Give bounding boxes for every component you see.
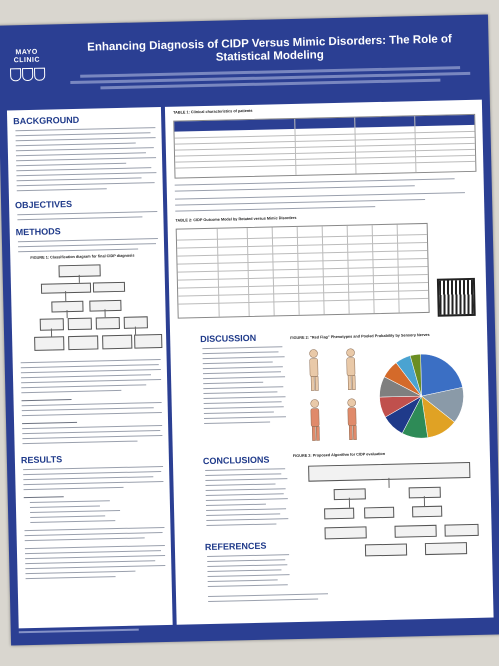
methods-heading: METHODS [15,226,61,238]
figure2-caption: FIGURE 2: "Red Flag" Phenotypes and Pool… [290,332,430,341]
right-column: TABLE 1: Clinical characteristics of pat… [164,99,494,625]
poster-title: Enhancing Diagnosis of CIDP Versus Mimic… [87,33,452,64]
discussion-heading: DISCUSSION [200,332,257,345]
table2 [175,222,430,319]
algorithm-box [324,507,355,520]
left-column: BACKGROUND OBJECTIVES METHODS FIGURE 1: … [6,106,173,629]
conclusions-heading: CONCLUSIONS [202,454,270,467]
flow-box [34,336,65,351]
objectives-heading: OBJECTIVES [14,198,73,211]
flow-box [95,316,120,330]
algorithm-box [424,542,468,556]
poster: MAYO CLINIC Enhancing Diagnosis of CIDP … [0,14,499,646]
results-heading: RESULTS [20,454,63,466]
flow-box [102,334,133,350]
background-heading: BACKGROUND [13,114,80,127]
algorithm-box [324,526,367,540]
author-list [60,63,480,94]
pie-slice [420,353,463,397]
figure3-caption: FIGURE 3: Proposed Algorithm for CIDP ev… [292,451,386,459]
mayo-clinic-logo: MAYO CLINIC [4,48,51,82]
table1-caption: TABLE 1: Clinical characteristics of pat… [173,108,253,115]
poster-footer [18,628,139,634]
flow-box [68,335,99,351]
body-figures [309,348,357,441]
poster-header: MAYO CLINIC Enhancing Diagnosis of CIDP … [0,15,490,111]
qr-code[interactable] [436,277,476,317]
flow-box [92,281,126,293]
algorithm-box [364,506,395,519]
algorithm-box [412,505,443,518]
table1 [173,113,477,179]
flow-box [67,317,92,331]
shield-icon [4,67,50,82]
algorithm-box [364,543,408,557]
institution-name: MAYO CLINIC [13,48,41,65]
pie-chart [379,353,464,439]
algorithm-box [444,523,479,537]
flow-box [134,333,163,349]
references-heading: REFERENCES [204,540,267,553]
pie-slice [409,353,422,397]
table2-caption: TABLE 2: CIDP Outcome Model by Rotated v… [175,215,297,223]
algorithm-box [394,524,437,538]
figure1-caption: FIGURE 1: Classification diagram for fin… [30,253,135,260]
